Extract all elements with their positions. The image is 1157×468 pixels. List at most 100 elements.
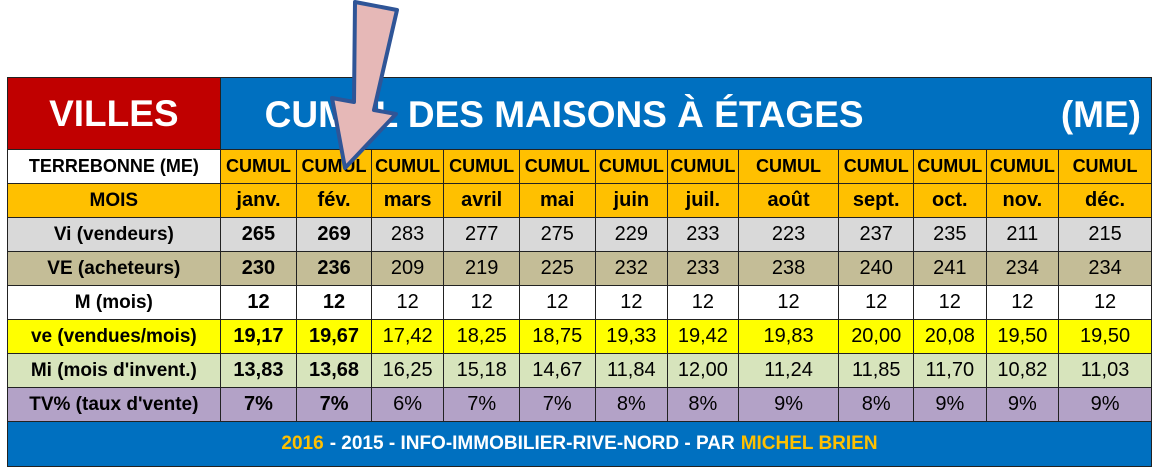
cell: 11,84 [594, 353, 669, 388]
cell: 8% [838, 387, 915, 422]
cell: 233 [667, 251, 739, 286]
cell: 234 [985, 251, 1060, 286]
cell: 11,85 [838, 353, 915, 388]
cell: 10,82 [985, 353, 1060, 388]
cell: 9% [913, 387, 987, 422]
cell: 237 [838, 217, 915, 252]
title-code: (ME) [1060, 94, 1141, 135]
cell: 13,83 [219, 353, 298, 388]
cell: 235 [913, 217, 987, 252]
cell: 7% [518, 387, 596, 422]
row: ve (vendues/mois) 19,17 19,67 17,42 18,25 18,… [7, 319, 1152, 354]
cell: 238 [737, 251, 840, 286]
cell: 234 [1058, 251, 1152, 286]
header-cell: CUMUL [219, 149, 298, 184]
cell: 11,70 [913, 353, 987, 388]
cell: 19,50 [985, 319, 1060, 354]
cell: 275 [518, 217, 596, 252]
row-label: TERREBONNE (ME) [7, 149, 221, 184]
cell: 12 [985, 285, 1060, 320]
cell: 7% [443, 387, 520, 422]
cell: 12,00 [667, 353, 739, 388]
cell: 7% [219, 387, 298, 422]
cell: 229 [594, 217, 669, 252]
row-label: M (mois) [7, 285, 221, 320]
cell: 16,25 [370, 353, 445, 388]
cell: 240 [838, 251, 915, 286]
cell: 6% [370, 387, 445, 422]
row: Vi (vendeurs) 265 269 283 277 275 229 233 223 237… [7, 217, 1152, 252]
cell: 209 [370, 251, 445, 286]
cell: 12 [913, 285, 987, 320]
cell: 12 [667, 285, 739, 320]
cell: 20,08 [913, 319, 987, 354]
cell: 12 [1058, 285, 1152, 320]
cell: 265 [219, 217, 298, 252]
cell: 12 [219, 285, 298, 320]
cell: 11,24 [737, 353, 840, 388]
cell: 18,25 [443, 319, 520, 354]
cell: 230 [219, 251, 298, 286]
cell: 241 [913, 251, 987, 286]
header-cell: CUMUL [370, 149, 445, 184]
cell: 20,00 [838, 319, 915, 354]
cell: 225 [518, 251, 596, 286]
header-cell: CUMUL [737, 149, 840, 184]
cell: 232 [594, 251, 669, 286]
header-cell: CUMUL [443, 149, 520, 184]
cell: 19,83 [737, 319, 840, 354]
cell: 8% [667, 387, 739, 422]
row: Mi (mois d'invent.) 13,83 13,68 16,25 15,18 1… [7, 353, 1152, 388]
row: M (mois) 12 12 12 12 12 12 12 12 12 12 12 12 [7, 285, 1152, 320]
cell: 12 [594, 285, 669, 320]
cell: 269 [296, 217, 372, 252]
arrow [330, 0, 399, 170]
cell: 8% [594, 387, 669, 422]
cell: 19,67 [296, 319, 372, 354]
cell: 12 [296, 285, 372, 320]
cell: 19,50 [1058, 319, 1152, 354]
row: MOIS janv. fév. mars avril mai juin juil. août se… [7, 183, 1152, 218]
cell: 219 [443, 251, 520, 286]
cell: 12 [443, 285, 520, 320]
footer-author: MICHEL BRIEN [740, 433, 878, 454]
villes-cell: VILLES [7, 77, 221, 150]
cell: 215 [1058, 217, 1152, 252]
cell: mai [518, 183, 596, 218]
cell: 283 [370, 217, 445, 252]
row-label: TV% (taux d'vente) [7, 387, 221, 422]
header-cell: CUMUL [985, 149, 1060, 184]
cell: 9% [985, 387, 1060, 422]
footer: 2016- 2015 - INFO-IMMOBILIER-RIVE-NORD -… [7, 421, 1152, 467]
header-row: TERREBONNE (ME) CUMUL CUMUL CUMUL CUMUL CUMUL… [7, 149, 1152, 184]
cell: nov. [985, 183, 1060, 218]
cell: 19,33 [594, 319, 669, 354]
footer-row: 2016- 2015 - INFO-IMMOBILIER-RIVE-NORD -… [7, 421, 1152, 467]
row-label: Mi (mois d'invent.) [7, 353, 221, 388]
header-cell: CUMUL [1058, 149, 1152, 184]
arrow-layer [330, 0, 399, 170]
cell: 12 [838, 285, 915, 320]
row-label: MOIS [7, 183, 221, 218]
header-cell: CUMUL [913, 149, 987, 184]
cell: juin [594, 183, 669, 218]
row: VE (acheteurs) 230 236 209 219 225 232 233 238 24… [7, 251, 1152, 286]
cell: 13,68 [296, 353, 372, 388]
cell: 9% [1058, 387, 1152, 422]
cell: 236 [296, 251, 372, 286]
cell: 7% [296, 387, 372, 422]
row: TV% (taux d'vente) 7% 7% 6% 7% 7% 8% 8% 9% 8% 9% 9%… [7, 387, 1152, 422]
cell: fév. [296, 183, 372, 218]
cell: 223 [737, 217, 840, 252]
footer-text: - 2015 - INFO-IMMOBILIER-RIVE-NORD - PAR [329, 433, 735, 454]
cell: 277 [443, 217, 520, 252]
cell: 15,18 [443, 353, 520, 388]
header-cell: CUMUL [594, 149, 669, 184]
cell: 17,42 [370, 319, 445, 354]
row-label: VE (acheteurs) [7, 251, 221, 286]
cell: 19,42 [667, 319, 739, 354]
cell: 211 [985, 217, 1060, 252]
row-label: ve (vendues/mois) [7, 319, 221, 354]
cell: 19,17 [219, 319, 298, 354]
